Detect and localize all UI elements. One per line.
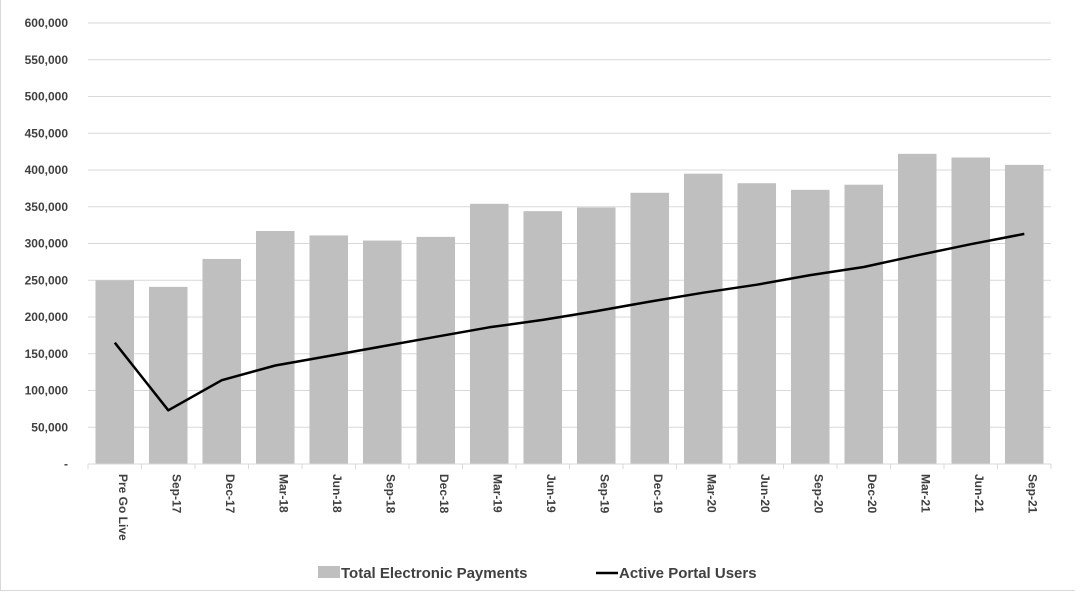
x-tick-label: Dec-19 — [651, 474, 665, 514]
bar — [309, 235, 349, 464]
x-tick-label: Mar-20 — [704, 474, 718, 513]
x-tick-label: Sep-18 — [383, 474, 397, 514]
y-tick-label: 450,000 — [25, 126, 69, 140]
y-tick-label: 200,000 — [25, 310, 69, 324]
bar — [148, 286, 188, 464]
bar-series — [95, 153, 1044, 465]
bar — [897, 153, 937, 464]
legend-label-bar: Total Electronic Payments — [341, 565, 527, 582]
y-tick-label: 50,000 — [31, 420, 68, 434]
x-tick-label: Mar-21 — [918, 474, 932, 513]
legend-label-line: Active Portal Users — [619, 565, 757, 582]
y-tick-label: 550,000 — [25, 53, 69, 67]
legend: Total Electronic Payments Active Portal … — [318, 565, 757, 582]
bar — [630, 192, 670, 464]
bar — [95, 280, 135, 464]
bar — [951, 157, 991, 464]
x-tick-label: Dec-17 — [223, 474, 237, 514]
y-tick-label: - — [64, 457, 68, 471]
bar — [576, 207, 616, 465]
y-tick-label: 350,000 — [25, 200, 69, 214]
y-tick-label: 600,000 — [25, 16, 69, 30]
bar — [737, 183, 777, 465]
x-tick-label: Sep-20 — [811, 474, 825, 514]
x-tick-label: Sep-19 — [597, 474, 611, 514]
y-tick-label: 100,000 — [25, 384, 69, 398]
bar — [362, 240, 402, 464]
gridlines — [88, 22, 1051, 428]
x-tick-label: Sep-17 — [169, 474, 183, 514]
x-tick-label: Jun-18 — [330, 474, 344, 513]
x-tick-label: Dec-20 — [865, 474, 879, 514]
x-tick-label: Jun-19 — [544, 474, 558, 513]
y-tick-label: 150,000 — [25, 347, 69, 361]
x-tick-label: Pre Go Live — [116, 474, 130, 541]
y-axis: - 50,000 100,000 150,000 200,000 250,000 300,0… — [25, 16, 69, 471]
y-tick-label: 250,000 — [25, 273, 69, 287]
x-tick-label: Jun-21 — [972, 474, 986, 513]
bar — [202, 258, 242, 464]
line-series-active-portal-users — [113, 232, 1025, 412]
x-axis: Pre Go Live Sep-17 Dec-17 Mar-18 Jun-18 Sep-1… — [87, 464, 1052, 541]
bar — [790, 189, 830, 464]
x-tick-label: Mar-18 — [276, 474, 290, 513]
legend-swatch-bar — [318, 566, 340, 578]
bar — [683, 173, 723, 465]
bar — [844, 184, 884, 464]
y-tick-label: 500,000 — [25, 90, 69, 104]
x-tick-label: Jun-20 — [758, 474, 772, 513]
bar — [523, 211, 563, 464]
y-tick-label: 300,000 — [25, 237, 69, 251]
y-tick-label: 400,000 — [25, 163, 69, 177]
x-tick-label: Dec-18 — [437, 474, 451, 514]
bar — [416, 236, 456, 464]
x-tick-label: Mar-19 — [490, 474, 504, 513]
bar — [1004, 164, 1044, 465]
bar — [469, 203, 509, 464]
bar — [255, 231, 295, 464]
x-tick-label: Sep-21 — [1025, 474, 1039, 514]
